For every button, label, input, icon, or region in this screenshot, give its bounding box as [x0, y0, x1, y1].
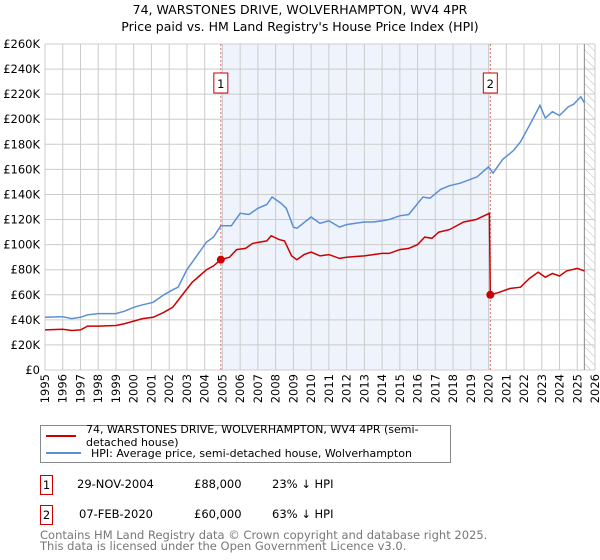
sale-badge: 1	[40, 475, 53, 495]
sale-date: 29-NOV-2004	[77, 477, 154, 491]
x-tick-label: 2021	[499, 374, 513, 403]
series-line	[44, 212, 585, 332]
footer-licence: This data is licensed under the Open Gov…	[40, 539, 407, 553]
x-tick-label: 2002	[162, 374, 176, 403]
chart-title: 74, WARSTONES DRIVE, WOLVERHAMPTON, WV4 …	[132, 2, 468, 17]
x-tick-label: 2017	[428, 374, 442, 403]
legend-label-property: 74, WARSTONES DRIVE, WOLVERHAMPTON, WV4 …	[85, 423, 419, 449]
x-tick-label: 2019	[464, 374, 478, 403]
price-chart: 1995 1996 1997 1998 1999 2000 2001 2002 2003 2004…	[3, 37, 600, 403]
y-tick-label: £40K	[11, 313, 41, 327]
y-tick-label: £260K	[3, 37, 40, 51]
x-tick-label: 2004	[198, 374, 212, 403]
legend-swatch-property	[46, 435, 76, 437]
x-tick-label: 1999	[109, 374, 123, 403]
x-tick-label: 2010	[304, 374, 318, 403]
sale-marker-box	[482, 72, 498, 94]
sale-date: 07-FEB-2020	[79, 507, 153, 521]
legend-item-hpi: HPI: Average price, semi-detached house,…	[41, 445, 412, 461]
y-tick-label: £200K	[3, 112, 40, 126]
x-tick-label: 2006	[233, 374, 247, 403]
x-tick-label: 2005	[215, 374, 229, 403]
legend-swatch-hpi	[46, 452, 81, 454]
sale-point	[486, 290, 495, 299]
ownership-shade	[220, 44, 491, 370]
y-tick-label: £180K	[3, 137, 40, 151]
x-tick-label: 2026	[588, 374, 600, 403]
sale-hpi-diff: 23% ↓ HPI	[272, 477, 334, 491]
y-tick-label: £0	[25, 363, 40, 377]
x-tick-label: 2012	[340, 374, 354, 403]
legend-item-property: 74, WARSTONES DRIVE, WOLVERHAMPTON, WV4 …	[41, 423, 450, 449]
sale-marker-box	[213, 72, 229, 94]
x-tick-label: 2018	[446, 374, 460, 403]
x-tick-label: 2013	[357, 374, 371, 403]
series-line	[44, 95, 586, 320]
y-tick-label: £120K	[3, 213, 40, 227]
sale-price: £88,000	[194, 477, 242, 491]
x-tick-label: 2009	[286, 374, 300, 403]
sale-point	[216, 255, 225, 264]
sale-marker-label: 2	[487, 77, 494, 91]
footer: Contains HM Land Registry data © Crown c…	[40, 528, 488, 553]
x-tick-label: 2007	[251, 374, 265, 403]
x-tick-label: 2015	[393, 374, 407, 403]
x-tick-label: 2025	[570, 374, 584, 403]
y-tick-label: £140K	[3, 187, 40, 201]
x-tick-label: 2023	[535, 374, 549, 403]
x-tick-label: 2020	[482, 374, 496, 403]
x-tick-label: 2024	[553, 374, 567, 403]
y-tick-label: £80K	[11, 263, 41, 277]
x-tick-label: 2008	[269, 374, 283, 403]
x-tick-label: 2001	[144, 374, 158, 403]
x-tick-label: 2000	[127, 374, 141, 403]
x-tick-label: 1995	[38, 374, 52, 403]
x-tick-label: 2022	[517, 374, 531, 403]
legend: 74, WARSTONES DRIVE, WOLVERHAMPTON, WV4 …	[40, 423, 451, 463]
y-tick-label: £240K	[3, 62, 40, 76]
y-tick-label: £60K	[11, 288, 41, 302]
sale-badge: 2	[40, 505, 53, 525]
x-tick-label: 2014	[375, 374, 389, 403]
x-tick-label: 2003	[180, 374, 194, 403]
chart-subtitle: Price paid vs. HM Land Registry's House …	[121, 19, 479, 34]
sale-marker-label: 1	[217, 77, 224, 91]
forecast-hatch	[584, 44, 595, 370]
x-tick-label: 1998	[91, 374, 105, 403]
x-tick-label: 2011	[322, 374, 336, 403]
footer-copyright: Contains HM Land Registry data © Crown c…	[40, 528, 488, 542]
sale-price: £60,000	[194, 507, 242, 521]
x-tick-label: 2016	[411, 374, 425, 403]
y-tick-label: £220K	[3, 87, 40, 101]
sale-hpi-diff: 63% ↓ HPI	[272, 507, 334, 521]
y-tick-label: £20K	[11, 338, 41, 352]
x-tick-label: 1997	[73, 374, 87, 403]
legend-label-hpi: HPI: Average price, semi-detached house,…	[91, 446, 412, 460]
y-tick-label: £100K	[3, 238, 40, 252]
y-tick-label: £160K	[3, 162, 40, 176]
x-tick-label: 1996	[56, 374, 70, 403]
